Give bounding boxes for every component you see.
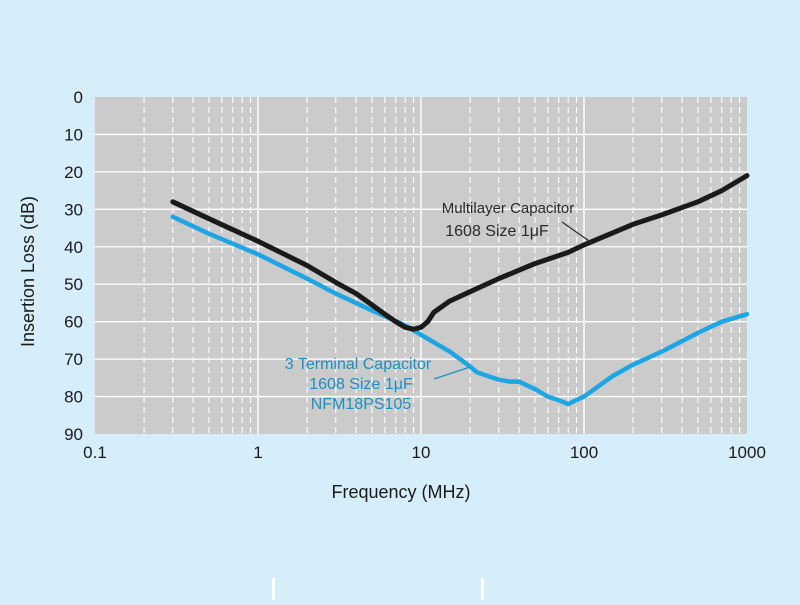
annotation-multilayer-line: 1608 Size 1μF <box>445 223 549 240</box>
x-tick-label: 10 <box>412 443 431 462</box>
annotations: Multilayer Capacitor 1608 Size 1μF 3 Termi… <box>285 200 593 413</box>
annotation-leader-three-terminal <box>433 366 471 380</box>
y-tick-label: 60 <box>64 313 83 332</box>
y-tick-label: 40 <box>64 238 83 257</box>
x-tick-label: 100 <box>570 443 598 462</box>
series-line-multilayer <box>170 173 750 332</box>
y-tick-label: 0 <box>74 88 83 107</box>
bottom-divider-right <box>481 578 484 600</box>
series-line-three-terminal <box>170 214 750 407</box>
x-tick-labels: 0.1 1 10 100 1000 <box>83 443 766 462</box>
x-tick-label: 1 <box>253 443 262 462</box>
annotation-three-terminal-line: 3 Terminal Capacitor <box>285 356 432 373</box>
grid <box>95 97 747 434</box>
series-lines <box>170 173 750 407</box>
y-tick-label: 90 <box>64 425 83 444</box>
y-tick-label: 80 <box>64 388 83 407</box>
annotation-multilayer-line: Multilayer Capacitor <box>442 200 575 217</box>
y-tick-label: 30 <box>64 200 83 219</box>
x-tick-label: 1000 <box>728 443 766 462</box>
annotation-three-terminal-line: 1608 Size 1μF <box>309 376 413 393</box>
bottom-divider-left <box>272 578 275 600</box>
y-tick-label: 10 <box>64 125 83 144</box>
y-axis-label: Insertion Loss (dB) <box>18 196 38 347</box>
annotation-leader-multilayer <box>561 221 593 244</box>
x-axis-label: Frequency (MHz) <box>331 482 470 502</box>
annotation-three-terminal-line: NFM18PS105 <box>311 396 412 413</box>
y-tick-labels: 0 10 20 30 40 50 60 70 80 90 <box>64 88 83 444</box>
x-tick-label: 0.1 <box>83 443 107 462</box>
y-tick-label: 70 <box>64 350 83 369</box>
y-tick-label: 20 <box>64 163 83 182</box>
y-tick-label: 50 <box>64 275 83 294</box>
